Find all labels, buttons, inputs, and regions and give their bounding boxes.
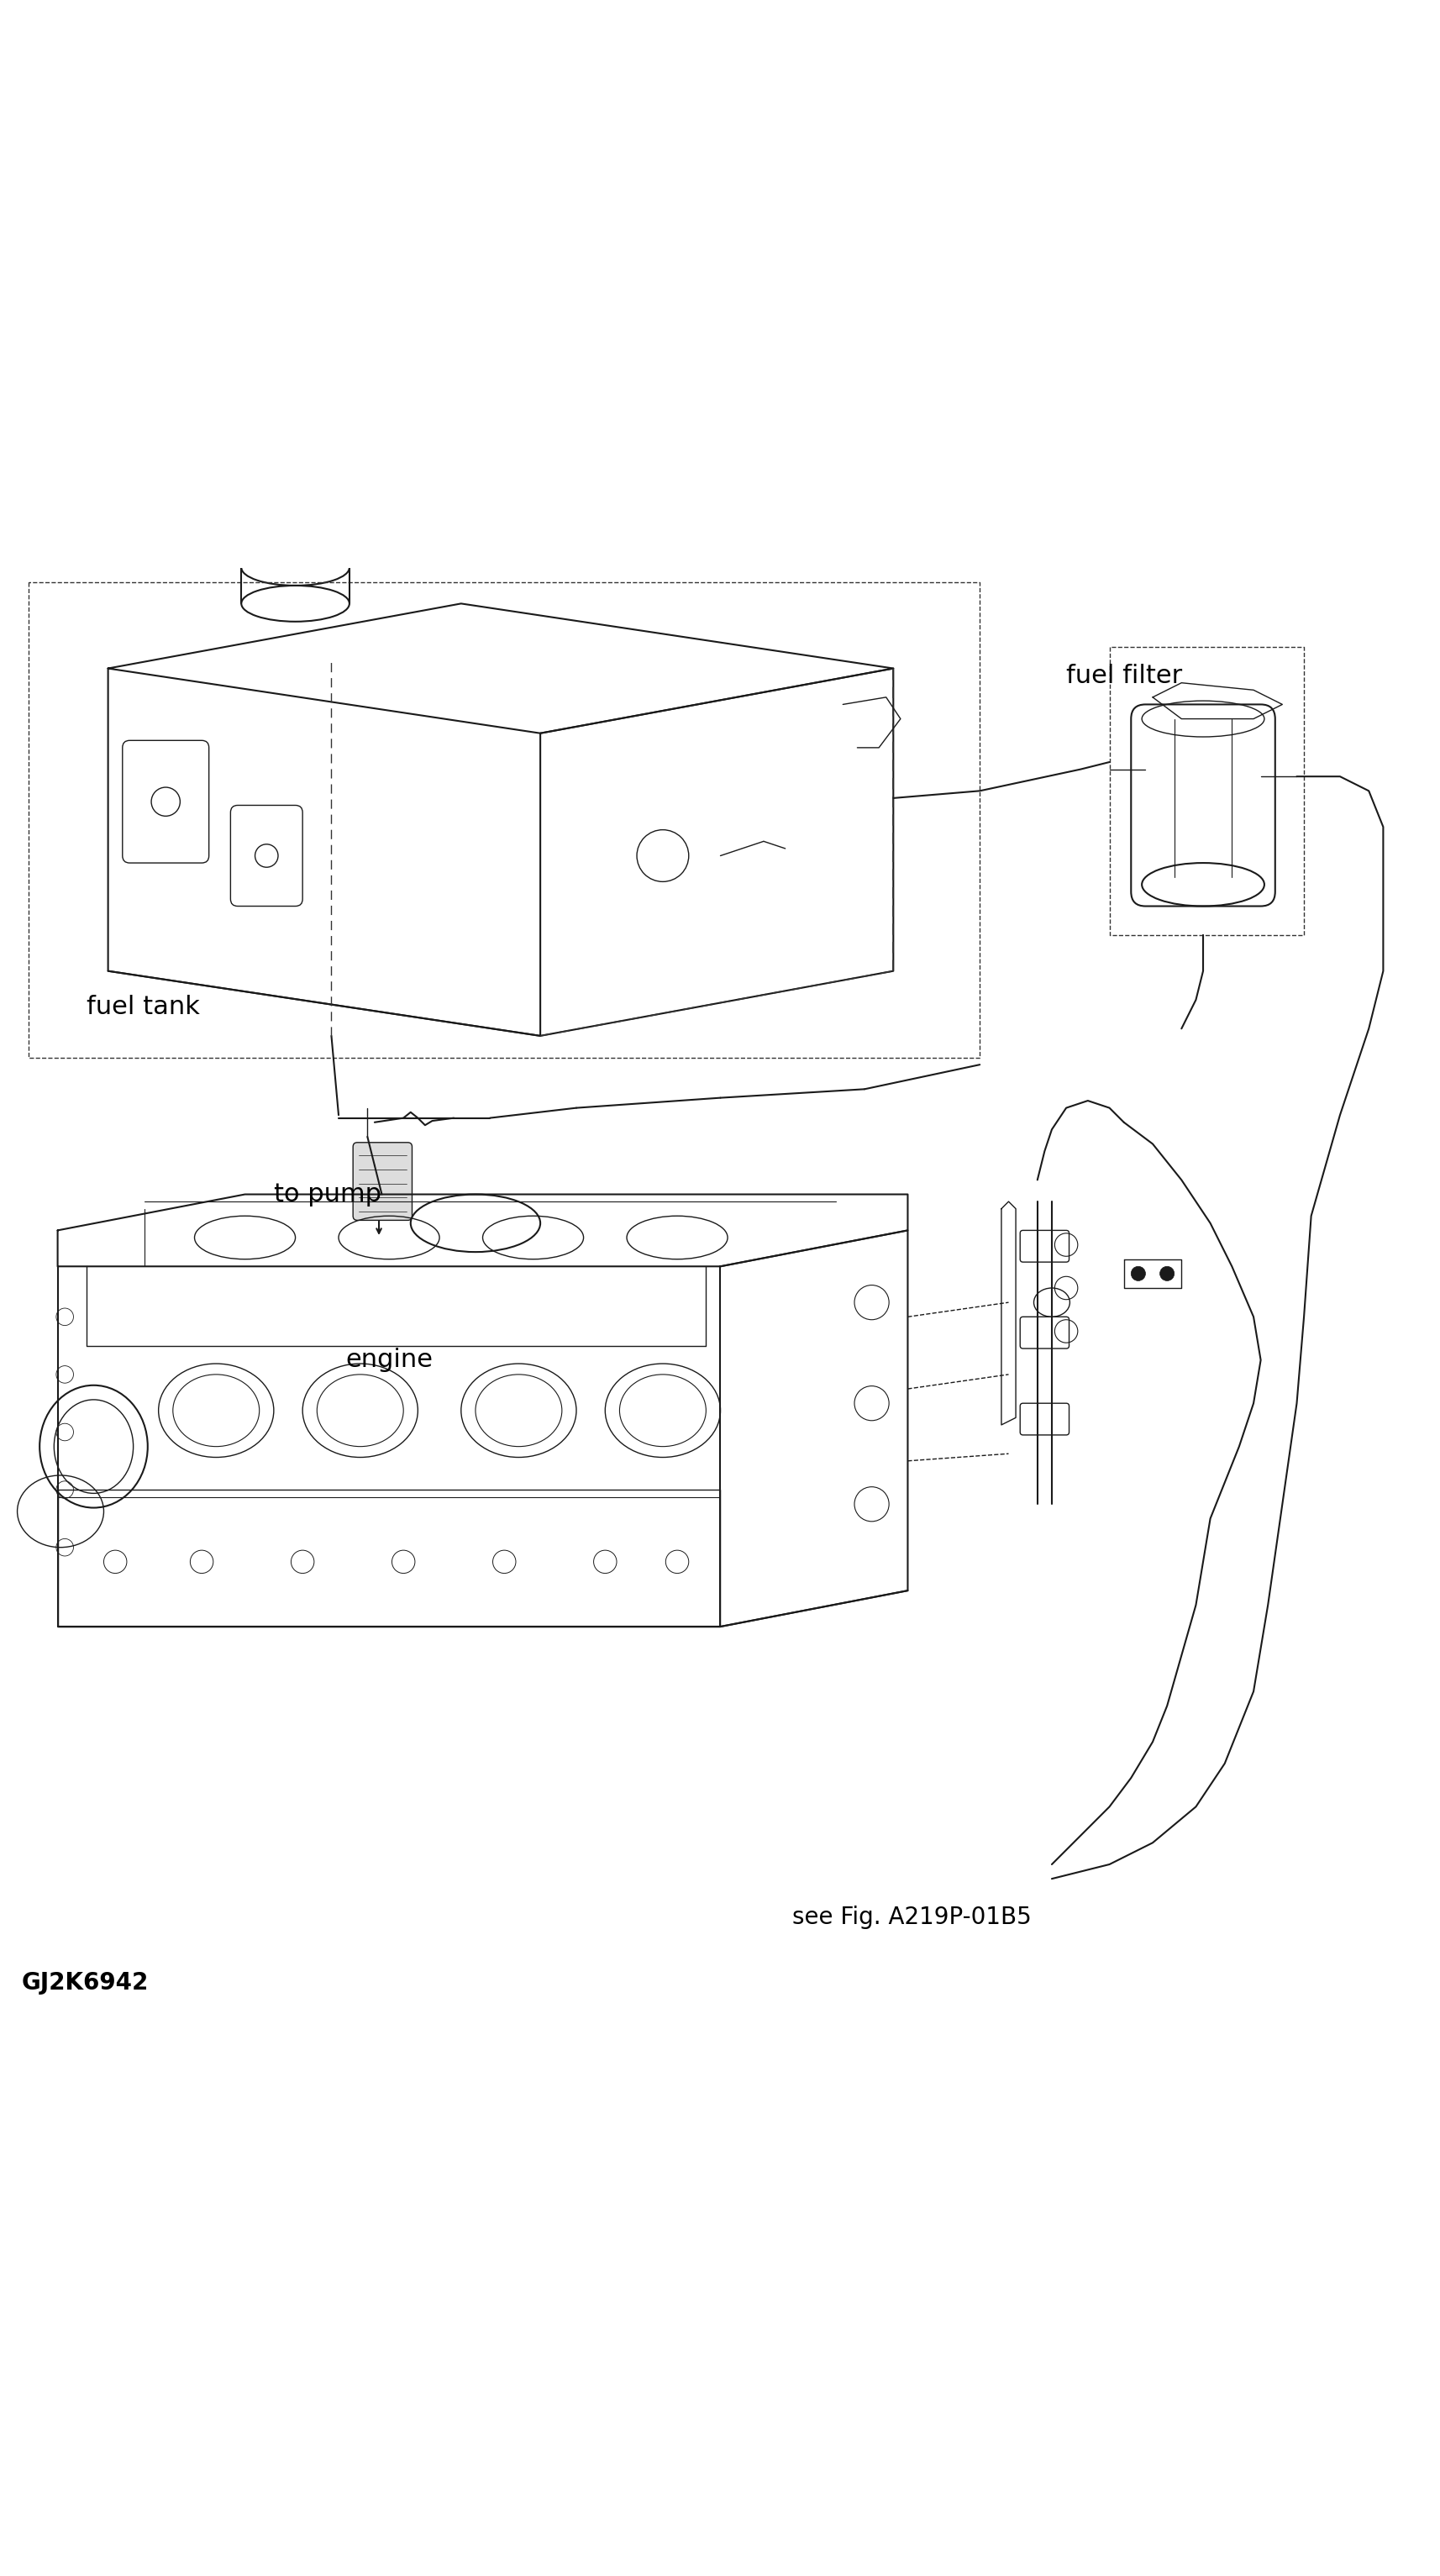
Text: to pump: to pump: [274, 1182, 382, 1206]
Text: GJ2K6942: GJ2K6942: [22, 1971, 148, 1994]
FancyBboxPatch shape: [353, 1144, 412, 1221]
Circle shape: [1159, 1267, 1174, 1280]
Text: fuel tank: fuel tank: [86, 994, 200, 1020]
Circle shape: [1130, 1267, 1145, 1280]
Text: engine: engine: [346, 1347, 433, 1373]
Text: see Fig. A219P-01B5: see Fig. A219P-01B5: [792, 1906, 1031, 1929]
Text: fuel filter: fuel filter: [1066, 665, 1182, 688]
